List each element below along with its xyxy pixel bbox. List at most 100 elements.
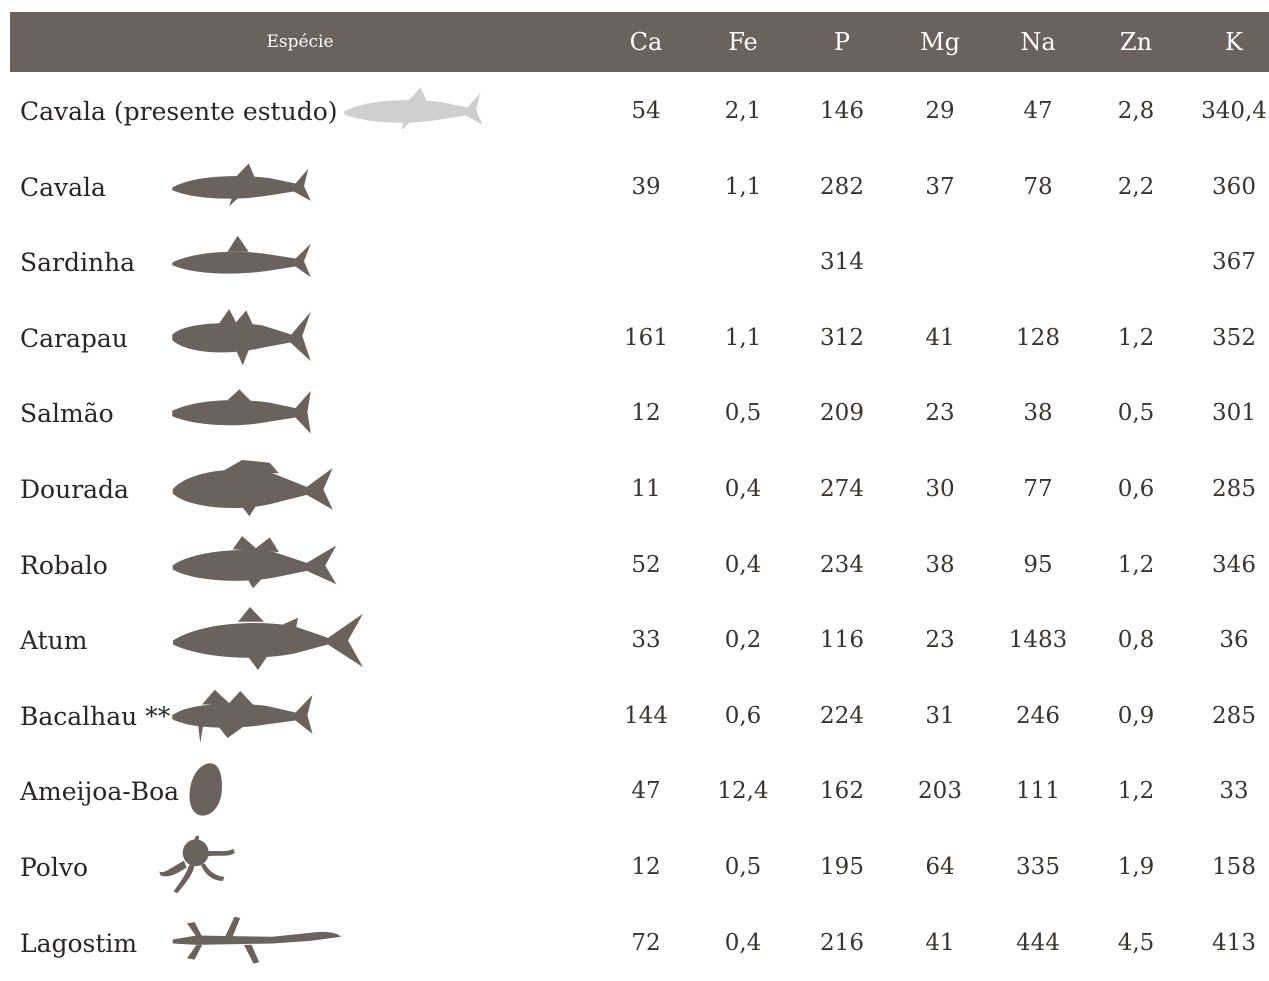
- cell-mg: 41: [925, 324, 955, 351]
- cell-zn: 1,9: [1117, 854, 1155, 880]
- cell-zn: [1091, 225, 1181, 300]
- cell-ca: 47: [631, 778, 661, 805]
- header-col-p: P: [833, 28, 851, 56]
- cell-p: 274: [820, 476, 864, 502]
- cell-zn: 4,5: [1117, 929, 1155, 956]
- table-row: Ameijoa-Boa 47 12,4 162 203 111 1,2 33: [0, 754, 1269, 829]
- header-col-fe: Fe: [728, 28, 758, 56]
- species-name: Atum: [20, 626, 88, 656]
- cell-mg: 31: [925, 702, 955, 729]
- cell-fe: 12,4: [717, 778, 769, 805]
- cell-mg: 23: [925, 627, 955, 654]
- species-name: Polvo: [20, 853, 89, 882]
- table-row: Atum 33 0,2 116 23 1483 0,8 36: [0, 603, 1269, 678]
- cell-k: 36: [1219, 627, 1249, 654]
- cell-na: 335: [1016, 854, 1060, 880]
- header-col-mg: Mg: [920, 28, 960, 56]
- table-row: Cavala 39 1,1 282 37 78 2,2 360: [0, 150, 1269, 225]
- species-name: Cavala: [20, 172, 106, 202]
- cell-p: 209: [820, 400, 864, 427]
- cell-p: 314: [820, 249, 864, 276]
- cell-na: 95: [1023, 551, 1053, 578]
- cell-k: 346: [1212, 551, 1256, 578]
- table-row: Lagostim 72 0,4 216 41 444 4,5 413: [0, 906, 1269, 981]
- cell-na: 128: [1016, 324, 1060, 351]
- cell-k: 158: [1212, 854, 1256, 880]
- cell-ca: 12: [631, 400, 661, 427]
- cell-fe: 0,4: [724, 929, 762, 956]
- salmon-icon: [172, 389, 311, 434]
- cell-mg: 203: [918, 778, 962, 805]
- cell-k: 352: [1212, 324, 1256, 351]
- cell-mg: 23: [925, 400, 955, 427]
- cell-zn: 1,2: [1117, 551, 1155, 578]
- table-row: Salmão 12 0,5 209 23 38 0,5 301: [0, 376, 1269, 451]
- table-row: Carapau 161 1,1 312 41 128 1,2 352: [0, 301, 1269, 376]
- sea-bream-icon: [172, 460, 333, 517]
- cell-ca: 144: [624, 702, 668, 729]
- species-name: Robalo: [20, 550, 108, 580]
- cell-k: 413: [1212, 929, 1256, 956]
- species-name: Bacalhau **: [20, 701, 171, 731]
- cell-p: 234: [820, 551, 864, 578]
- header-col-zn: Zn: [1119, 28, 1153, 56]
- cell-na: 77: [1023, 476, 1053, 502]
- cell-zn: 1,2: [1117, 324, 1155, 351]
- cell-na: 78: [1023, 173, 1053, 200]
- cell-na: 246: [1016, 702, 1060, 729]
- cell-fe: 0,6: [724, 702, 762, 729]
- cell-p: 162: [820, 778, 864, 805]
- cell-p: 195: [820, 854, 864, 880]
- cell-k: 285: [1212, 702, 1256, 729]
- cell-na: 47: [1023, 98, 1053, 124]
- cell-mg: 30: [925, 476, 955, 502]
- cell-mg: 64: [925, 854, 955, 880]
- cell-p: 216: [820, 929, 864, 956]
- cell-zn: 2,2: [1117, 173, 1155, 200]
- species-name: Carapau: [20, 323, 128, 353]
- cell-zn: 0,5: [1117, 400, 1155, 427]
- cell-k: 285: [1212, 476, 1256, 502]
- cell-k: 340,4: [1201, 98, 1267, 124]
- table-header: Espécie Ca Fe P Mg Na Zn K: [10, 12, 1269, 72]
- cell-fe: 0,2: [724, 627, 762, 654]
- cell-ca: 161: [624, 324, 668, 351]
- horse-mackerel-icon: [172, 308, 311, 366]
- cell-mg: 41: [925, 929, 955, 956]
- cell-zn: 2,8: [1117, 98, 1155, 124]
- table-row: Robalo 52 0,4 234 38 95 1,2 346: [0, 528, 1269, 603]
- cell-fe: 1,1: [724, 173, 762, 200]
- species-name: Cavala (presente estudo): [20, 97, 338, 126]
- species-name: Ameijoa-Boa: [20, 777, 180, 807]
- cell-fe: 2,1: [724, 98, 762, 124]
- cell-zn: 0,6: [1117, 476, 1155, 502]
- cell-mg: 38: [925, 551, 955, 578]
- octopus-icon: [159, 835, 235, 893]
- cell-ca: 33: [631, 627, 661, 654]
- table-row: Polvo 12 0,5 195 64 335 1,9 158: [0, 830, 1269, 905]
- cell-k: 360: [1212, 173, 1256, 200]
- header-col-ca: Ca: [629, 28, 663, 56]
- species-name: Dourada: [20, 475, 129, 504]
- table-row: Sardinha 314 367: [0, 225, 1269, 300]
- table-row: Bacalhau ** 144 0,6 224 31 246 0,9 285: [0, 679, 1269, 754]
- tuna-icon: [173, 607, 363, 671]
- cell-zn: 1,2: [1117, 778, 1155, 805]
- cell-na: 111: [1016, 778, 1060, 805]
- cell-fe: 0,5: [724, 400, 762, 427]
- table-row: Dourada 11 0,4 274 30 77 0,6 285: [0, 452, 1269, 527]
- cell-p: 224: [820, 702, 864, 729]
- species-name: Salmão: [20, 399, 114, 429]
- cell-fe: 0,5: [724, 854, 762, 880]
- cell-ca: 54: [631, 98, 661, 124]
- cell-k: 33: [1219, 778, 1249, 805]
- mackerel-icon: [172, 162, 311, 206]
- clam-icon: [189, 763, 223, 817]
- cell-k: 367: [1212, 249, 1256, 276]
- cell-ca: 11: [631, 476, 661, 502]
- cell-fe: 0,4: [724, 476, 762, 502]
- cell-fe: 0,4: [724, 551, 762, 578]
- header-col-na: Na: [1020, 28, 1056, 56]
- cell-p: 282: [820, 173, 864, 200]
- cell-na: [993, 225, 1083, 300]
